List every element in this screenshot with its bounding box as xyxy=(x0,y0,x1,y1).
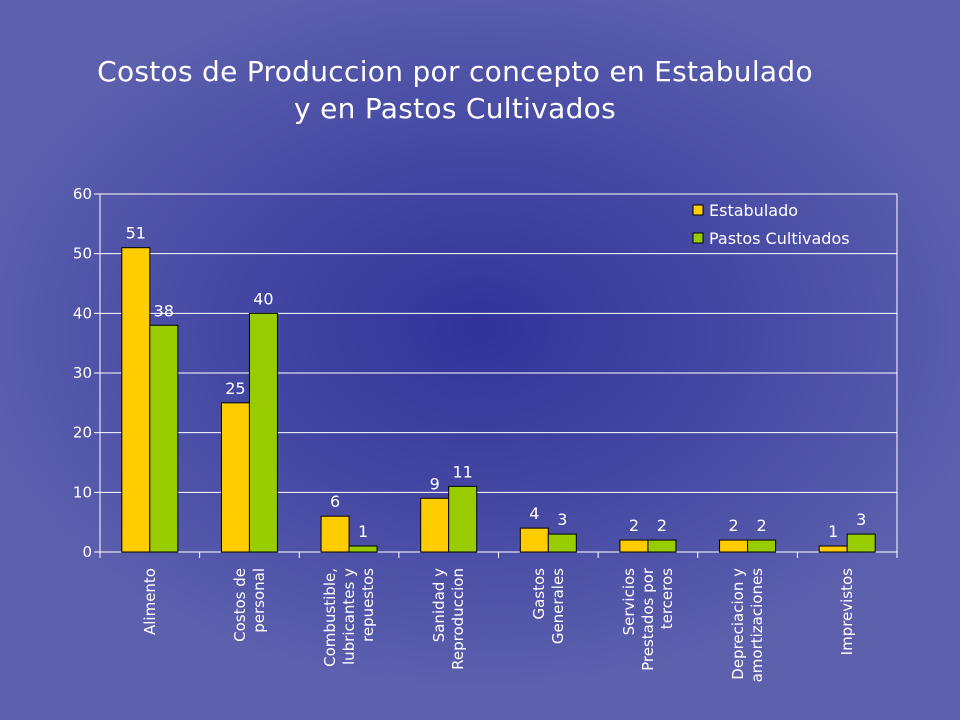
category-label-line: repuestos xyxy=(359,568,377,642)
category-label-line: Imprevistos xyxy=(838,568,856,656)
data-label: 2 xyxy=(728,516,738,535)
data-label: 11 xyxy=(453,462,473,481)
bars xyxy=(121,247,876,553)
bar-estabulado xyxy=(719,539,749,553)
legend-swatch-pastos-cultivados xyxy=(692,232,704,244)
category-label: Costos de personal xyxy=(231,568,268,642)
bar-pastos-cultivados xyxy=(149,324,179,553)
category-label-line: Reproduccion xyxy=(449,568,467,670)
data-label: 2 xyxy=(657,516,667,535)
category-label-line: Alimento xyxy=(141,568,159,635)
bar-estabulado xyxy=(519,527,549,553)
y-tick-label: 60 xyxy=(73,185,92,203)
bar-pastos-cultivados xyxy=(448,485,478,553)
bar-pastos-cultivados xyxy=(248,312,278,553)
y-tick-label: 0 xyxy=(82,543,92,561)
data-label: 38 xyxy=(154,301,174,320)
data-label: 3 xyxy=(856,510,866,529)
y-tick-label: 10 xyxy=(73,483,92,501)
category-label-line: Gastos xyxy=(530,568,548,620)
bar-estabulado xyxy=(320,515,350,553)
bar-pastos-cultivados xyxy=(846,533,876,553)
legend-label: Pastos Cultivados xyxy=(709,229,850,248)
category-label: Alimento xyxy=(141,568,159,635)
category-label: Servicios Prestados por terceros xyxy=(620,567,676,671)
legend-label: Estabulado xyxy=(709,201,798,220)
category-label-line: Depreciacion y xyxy=(729,568,747,680)
chart-title-line-1: Costos de Produccion por concepto en Est… xyxy=(97,55,813,88)
bar-pastos-cultivados xyxy=(647,539,677,553)
legend-swatch-estabulado xyxy=(692,204,704,216)
bar-pastos-cultivados xyxy=(747,539,777,553)
data-label: 6 xyxy=(330,492,340,511)
legend: Estabulado Pastos Cultivados xyxy=(692,201,850,248)
category-label: Imprevistos xyxy=(838,568,856,656)
chart-title-line-2: y en Pastos Cultivados xyxy=(294,92,616,125)
category-label: Combustible, lubricantes y repuestos xyxy=(321,568,377,667)
bar-pastos-cultivados xyxy=(348,545,378,553)
category-label-line: Combustible, xyxy=(321,568,339,667)
bar-estabulado xyxy=(619,539,649,553)
data-label: 40 xyxy=(253,289,273,308)
category-label-line: Costos de xyxy=(231,568,249,642)
category-label: Depreciacion y amortizaciones xyxy=(729,568,766,683)
y-tick-label: 50 xyxy=(73,245,92,263)
category-label: Gastos Generales xyxy=(530,568,567,644)
y-tick-label: 40 xyxy=(73,304,92,322)
category-label: Sanidad y Reproduccion xyxy=(430,568,467,670)
axes xyxy=(94,193,898,558)
data-label: 1 xyxy=(358,522,368,541)
data-label: 51 xyxy=(126,224,146,243)
y-tick-label: 20 xyxy=(73,424,92,442)
category-label-line: lubricantes y xyxy=(340,568,358,665)
bar-pastos-cultivados xyxy=(547,533,577,553)
category-label-line: Servicios xyxy=(620,568,638,636)
bar-estabulado xyxy=(818,545,848,553)
bar-estabulado xyxy=(220,402,250,553)
data-label: 25 xyxy=(225,379,245,398)
category-label-line: Generales xyxy=(549,568,567,644)
category-label-line: terceros xyxy=(658,568,676,629)
bar-estabulado xyxy=(121,247,151,553)
category-label-line: Sanidad y xyxy=(430,568,448,642)
data-label: 1 xyxy=(828,522,838,541)
category-label-line: amortizaciones xyxy=(748,568,766,683)
data-label: 3 xyxy=(557,510,567,529)
category-label-line: Prestados por xyxy=(639,567,657,671)
data-label: 9 xyxy=(430,474,440,493)
labels: 0 10 20 30 40 50 60 51 38 Alimento 25 40 Costos de pe… xyxy=(73,185,866,682)
bar-estabulado xyxy=(420,497,450,553)
category-label-line: personal xyxy=(250,568,268,633)
data-label: 2 xyxy=(756,516,766,535)
data-label: 4 xyxy=(529,504,539,523)
y-tick-label: 30 xyxy=(73,364,92,382)
data-label: 2 xyxy=(629,516,639,535)
